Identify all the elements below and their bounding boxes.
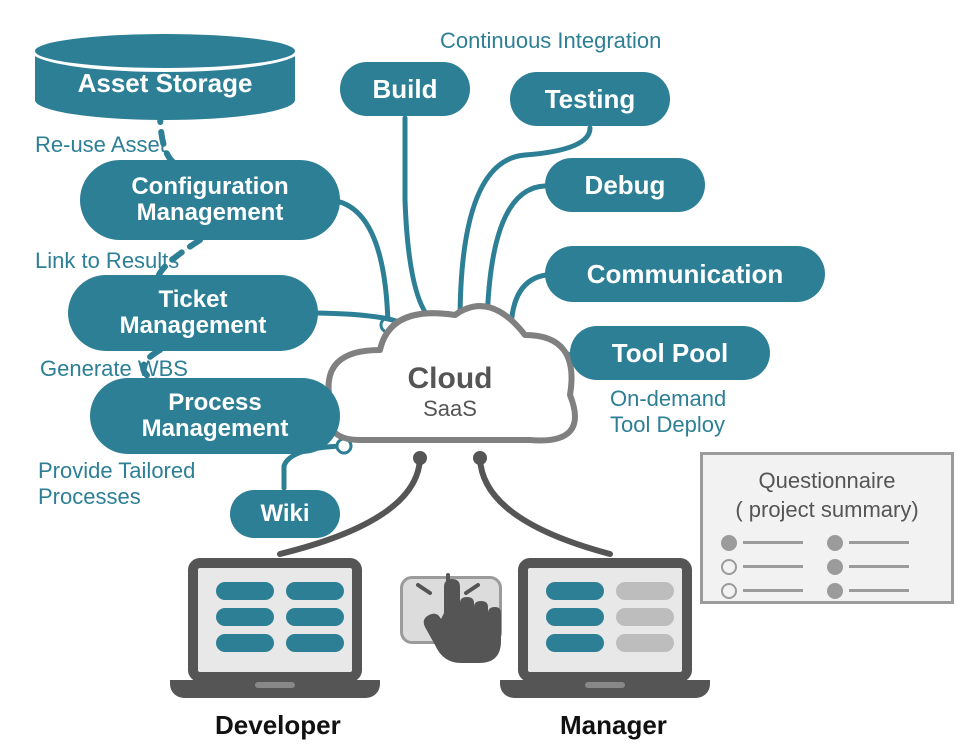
role-manager: Manager [560,710,667,741]
role-developer: Developer [215,710,341,741]
hand-cursor-icon [0,0,965,744]
